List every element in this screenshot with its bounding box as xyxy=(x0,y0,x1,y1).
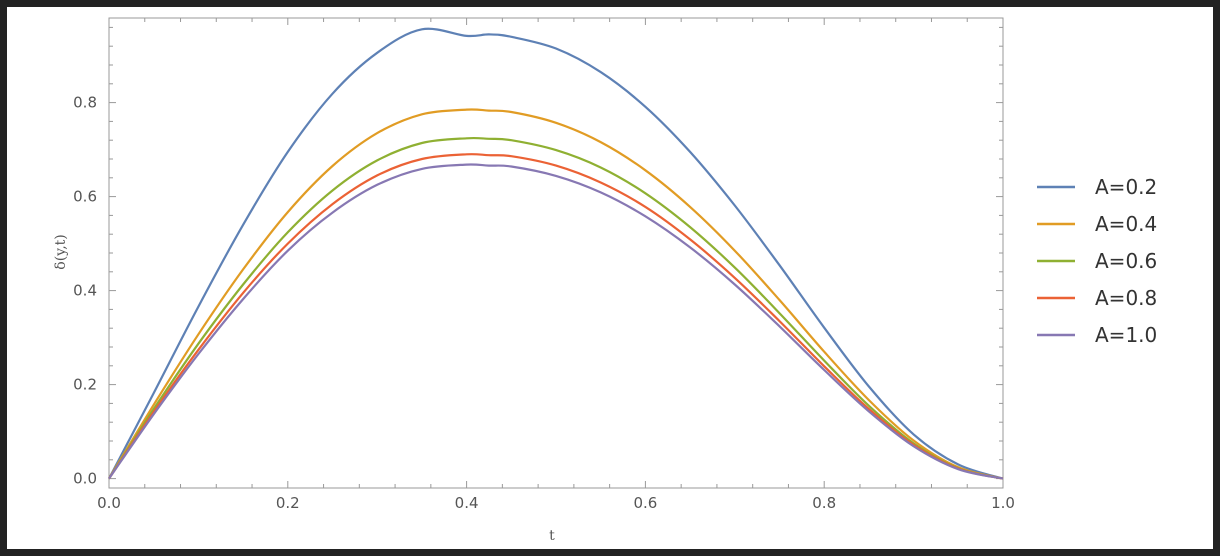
legend-label: A=1.0 xyxy=(1095,323,1157,347)
x-axis-label: t xyxy=(549,528,555,544)
legend-label: A=0.6 xyxy=(1095,249,1157,273)
y-tick-label: 0.8 xyxy=(73,94,97,112)
x-tick-label: 0.6 xyxy=(633,494,657,512)
y-tick-label: 0.0 xyxy=(73,470,97,488)
legend-label: A=0.8 xyxy=(1095,286,1157,310)
y-axis-label: δ(y,t) xyxy=(53,234,69,269)
series-line-4 xyxy=(108,153,1004,480)
legend-label: A=0.4 xyxy=(1095,212,1157,236)
plot-frame xyxy=(108,17,1004,489)
chart-frame: 0.0 0.2 0.4 0.6 0.8 1.0 0.0 0.2 0.4 0.6 0.8 A=0.2 A… xyxy=(7,7,1213,549)
series-line-5 xyxy=(108,163,1004,480)
x-tick-label: 0.4 xyxy=(455,494,479,512)
x-tick-label: 0.0 xyxy=(97,494,121,512)
legend-label: A=0.2 xyxy=(1095,175,1157,199)
x-tick-label: 1.0 xyxy=(991,494,1015,512)
series-line-2 xyxy=(108,108,1004,480)
y-tick-label: 0.2 xyxy=(73,376,97,394)
x-tick-label: 0.2 xyxy=(276,494,300,512)
y-tick-label: 0.6 xyxy=(73,188,97,206)
x-tick-label: 0.8 xyxy=(812,494,836,512)
y-tick-label: 0.4 xyxy=(73,282,97,300)
series-line-3 xyxy=(108,136,1004,480)
line-chart: 0.0 0.2 0.4 0.6 0.8 1.0 0.0 0.2 0.4 0.6 0.8 A=0.2 A… xyxy=(53,17,1157,544)
series-line-1 xyxy=(108,27,1004,480)
